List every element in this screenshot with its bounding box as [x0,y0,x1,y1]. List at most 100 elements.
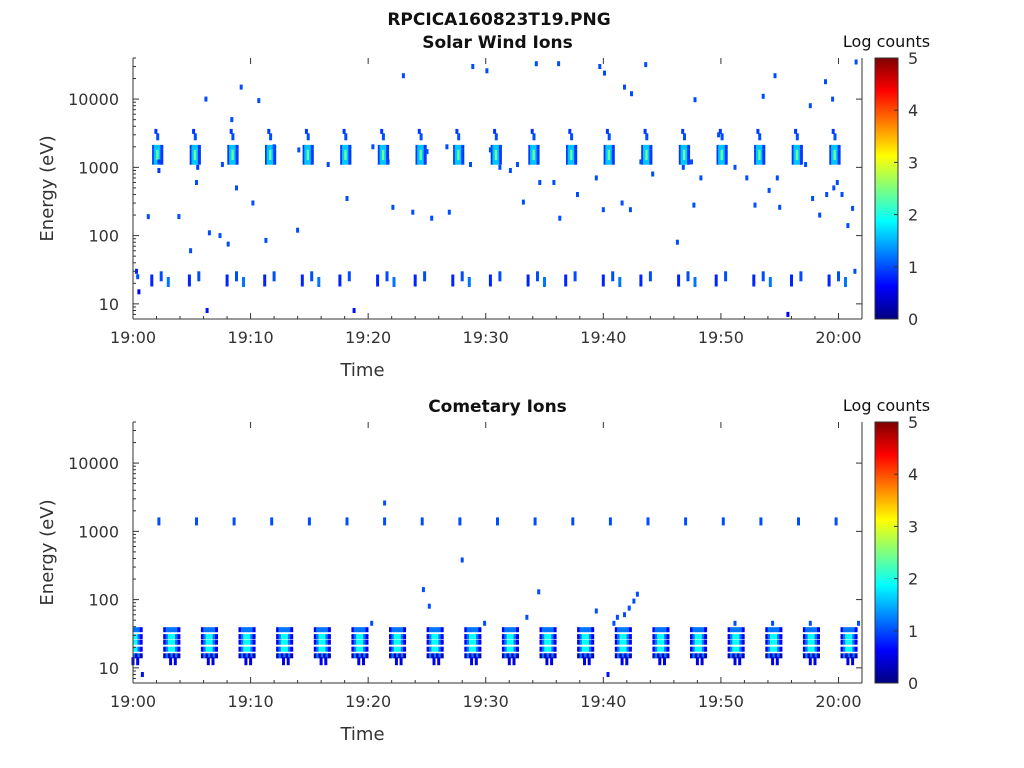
heatmap-cell [760,159,764,165]
heatmap-cell [833,159,837,165]
heatmap-cell [799,144,803,150]
heatmap-cell [135,639,138,645]
heatmap-cell [227,144,231,150]
heatmap-cell [817,653,820,659]
heatmap-cell [635,591,639,597]
heatmap-cell [687,144,691,150]
heatmap-cell [797,517,800,526]
heatmap-cell [794,128,798,134]
heatmap-cell [287,627,291,633]
heatmap-cell [577,646,581,652]
heatmap-cell [829,150,833,155]
heatmap-cell [290,646,294,652]
heatmap-cell [381,154,385,160]
heatmap-cell [490,154,494,160]
heatmap-cell [313,639,317,645]
heatmap-cell [156,150,160,155]
heatmap-cell [250,639,254,645]
heatmap-cell [389,653,392,659]
heatmap-cell [231,159,235,165]
heatmap-cell [269,154,273,160]
heatmap-cell [457,159,461,165]
heatmap-cell [466,634,470,640]
colorbar-gradient [874,57,899,320]
heatmap-cell [353,627,357,633]
heatmap-cell [285,634,289,640]
heatmap-cell [212,627,216,633]
heatmap-cell [704,639,708,645]
heatmap-cell [325,646,329,652]
heatmap-cell [167,646,171,652]
heatmap-cell [357,657,361,666]
heatmap-cell [506,627,510,633]
heatmap-cell [386,150,390,155]
heatmap-cell [647,154,651,160]
heatmap-cell [628,627,632,633]
heatmap-cell [473,634,477,640]
heatmap-cell [551,639,555,645]
heatmap-cell [692,634,696,640]
heatmap-cell [433,634,437,640]
heatmap-cell [659,639,663,645]
y-tick-label: 1000 [78,158,119,177]
heatmap-cell [538,180,542,185]
heatmap-cell [617,646,621,652]
heatmap-cell [586,634,590,640]
heatmap-cell [316,639,320,645]
heatmap-cell [612,620,616,626]
heatmap-cell [628,634,632,640]
heatmap-cell [473,627,477,633]
heatmap-cell [239,84,243,90]
heatmap-cell [620,657,624,666]
heatmap-cell [699,634,703,640]
heatmap-cell [154,128,158,134]
heatmap-cell [759,517,763,526]
heatmap-cell [695,657,699,666]
x-tick-label: 19:50 [698,692,744,711]
heatmap-cell [654,634,658,640]
heatmap-cell [840,627,844,633]
heatmap-cell [325,639,329,645]
heatmap-cell [265,159,268,165]
heatmap-cell [741,646,745,652]
heatmap-cell [553,634,557,640]
heatmap-cell [247,653,251,659]
heatmap-cell [340,150,344,155]
heatmap-cell [649,144,653,150]
heatmap-cell [770,653,773,659]
heatmap-cell [398,646,402,652]
heatmap-cell [166,277,170,287]
heatmap-cell [657,627,661,633]
heatmap-cell [215,653,218,659]
plot-area [133,58,862,319]
heatmap-cell [829,144,833,150]
heatmap-cell [539,627,543,633]
heatmap-cell [678,154,682,160]
heatmap-cell [464,646,468,652]
heatmap-cell [272,271,276,282]
heatmap-cell [779,653,783,659]
heatmap-cell [389,634,392,640]
heatmap-cell [139,646,143,652]
heatmap-cell [501,646,505,652]
heatmap-cell [272,144,276,150]
x-tick-label: 19:30 [463,328,509,347]
heatmap-cell [791,150,795,155]
heatmap-cell [809,627,813,633]
heatmap-cell [568,128,572,134]
heatmap-cell [496,517,499,526]
heatmap-cell [471,646,475,652]
heatmap-cell [716,154,720,160]
heatmap-cell [494,150,498,155]
heatmap-cell [342,144,345,150]
heatmap-cell [235,271,238,282]
heatmap-cell [659,634,663,640]
heatmap-cell [621,639,625,645]
heatmap-cell [135,634,138,640]
heatmap-cell [235,159,239,165]
heatmap-cell [400,646,404,652]
heatmap-cell [189,248,193,254]
heatmap-cell [203,627,207,633]
heatmap-cell [504,634,508,640]
